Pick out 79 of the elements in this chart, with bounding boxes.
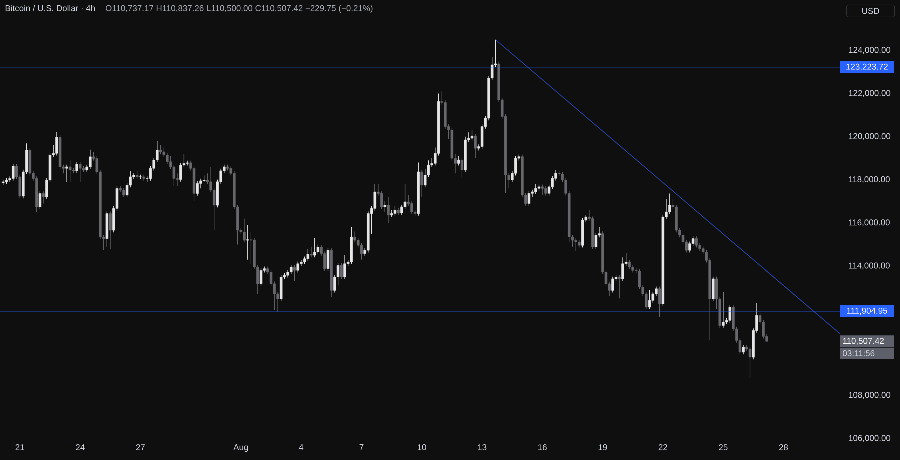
- candlestick: [306, 248, 310, 262]
- candlestick: [196, 181, 199, 196]
- y-tick-label: 116,000.00: [849, 220, 890, 227]
- x-tick-label: 27: [136, 444, 145, 450]
- candlestick: [420, 170, 424, 198]
- y-tick-label: 114,000.00: [849, 262, 890, 270]
- candlestick: [695, 236, 698, 248]
- candlestick: [742, 344, 745, 355]
- ref-line-label: 111,904.95: [847, 308, 888, 315]
- candlestick: [79, 162, 82, 182]
- candlestick: [384, 201, 387, 213]
- y-tick-label: 124,000.00: [849, 47, 891, 54]
- candlestick: [42, 191, 45, 204]
- candlestick: [648, 290, 652, 310]
- candlestick: [12, 164, 15, 182]
- candlestick: [748, 346, 752, 379]
- candlestick: [142, 174, 146, 182]
- candlestick: [38, 191, 42, 210]
- candlestick: [310, 246, 313, 258]
- candlestick: [470, 130, 474, 141]
- ref-line-label: 123,223.72: [846, 64, 888, 71]
- candlestick: [628, 260, 632, 270]
- x-tick-label: Aug: [234, 444, 248, 452]
- y-axis-title: USD: [862, 8, 880, 14]
- candlestick: [722, 292, 725, 328]
- candlestick: [460, 158, 464, 178]
- candlestick: [574, 238, 578, 252]
- x-tick-label: 4: [299, 444, 304, 450]
- candlestick: [728, 304, 732, 324]
- candlestick: [458, 156, 460, 166]
- candlestick: [394, 206, 397, 216]
- x-tick-label: 24: [76, 444, 85, 450]
- x-tick-label: 22: [658, 444, 668, 450]
- x-tick-label: 13: [478, 444, 487, 450]
- y-tick-label: 118,000.00: [849, 176, 890, 184]
- candlestick: [290, 264, 293, 275]
- candlestick: [293, 264, 296, 282]
- text: O110,737.17 H110,837.26 L110,500.00 C110,507.42 −229.75 (−0.21%): [106, 5, 373, 14]
- x-tick-label: 28: [779, 444, 788, 450]
- y-tick-label: 108,000.00: [849, 392, 891, 400]
- candlestick: [326, 248, 330, 272]
- candlestick: [109, 211, 112, 250]
- y-tick-label: 122,000.00: [849, 90, 891, 98]
- candlestick: [122, 188, 126, 198]
- candlestick: [528, 191, 531, 206]
- candlestick: [344, 255, 346, 280]
- candlestick: [76, 162, 78, 174]
- x-tick-label: 7: [360, 444, 364, 450]
- text: 03:11:56: [843, 350, 875, 356]
- candlestick: [387, 196, 390, 224]
- candlestick: [296, 261, 300, 274]
- candlestick: [658, 286, 662, 318]
- candlestick: [618, 274, 621, 299]
- candlestick: [541, 184, 544, 196]
- x-tick-label: 19: [598, 444, 608, 450]
- candlestick: [246, 225, 250, 260]
- y-tick-label: 120,000.00: [849, 133, 891, 140]
- candlestick: [89, 150, 92, 170]
- candlestick: [313, 238, 316, 258]
- candlestick: [544, 186, 548, 196]
- candlestick: [474, 134, 477, 159]
- candlestick: [622, 257, 624, 282]
- candlestick: [534, 184, 538, 194]
- candlestick: [243, 218, 246, 243]
- candlestick: [68, 160, 72, 182]
- candlestick: [712, 276, 715, 302]
- candlestick: [66, 164, 68, 182]
- x-tick-label: 10: [418, 444, 426, 450]
- candlestick: [56, 132, 58, 156]
- chart-title: Bitcoin / U.S. Dollar · 4h: [6, 5, 96, 12]
- text: 110,507.42: [843, 338, 884, 346]
- x-tick-label: 25: [719, 444, 728, 450]
- y-tick-label: 106,000.00: [849, 435, 891, 442]
- candlestick: [260, 268, 263, 286]
- x-tick-label: 16: [538, 444, 547, 450]
- x-tick-label: 21: [16, 444, 24, 450]
- candlestick: [612, 276, 614, 294]
- candlestick: [280, 274, 283, 302]
- candlestick: [340, 263, 343, 280]
